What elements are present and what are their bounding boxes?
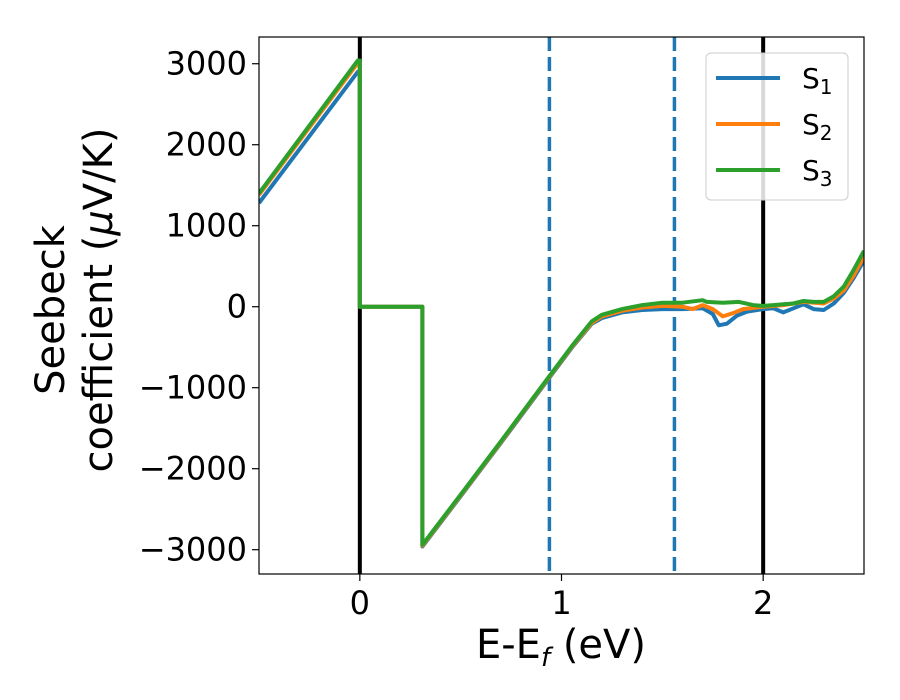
- legend-label-S1: S1: [802, 62, 833, 99]
- y-tick-label: −1000: [139, 369, 247, 407]
- legend-label-S2: S2: [802, 108, 833, 145]
- y-tick-label: 0: [227, 288, 247, 326]
- y-axis-label-pre: coefficient (: [76, 236, 122, 473]
- y-tick-label: 2000: [166, 126, 247, 164]
- y-axis-label-mu: μ: [76, 210, 122, 236]
- x-axis-label-main: E-E: [476, 622, 541, 668]
- y-axis-label-line2: coefficient (μV/K): [76, 128, 122, 473]
- x-axis: 0 1 2: [350, 574, 773, 622]
- x-tick-label: 2: [753, 584, 773, 622]
- legend-box: [705, 52, 849, 201]
- series-line-S3: [259, 58, 864, 547]
- y-tick-label: −2000: [139, 450, 247, 488]
- series-lines: [259, 58, 864, 549]
- x-tick-label: 0: [350, 584, 370, 622]
- y-axis-label-line1: Seebeck: [28, 224, 74, 395]
- y-tick-label: −3000: [139, 531, 247, 569]
- y-axis-label-post: V/K): [76, 128, 122, 211]
- legend: S1 S2 S3: [705, 52, 849, 201]
- x-axis-label-unit: (eV): [550, 622, 646, 668]
- x-tick-label: 1: [551, 584, 571, 622]
- y-tick-label: 3000: [166, 45, 247, 83]
- legend-label-S3: S3: [802, 154, 833, 191]
- x-axis-label: E-Ef (eV): [476, 622, 646, 673]
- y-axis: 3000 2000 1000 0 −1000 −2000 −3000: [139, 45, 259, 569]
- y-tick-label: 1000: [166, 207, 247, 245]
